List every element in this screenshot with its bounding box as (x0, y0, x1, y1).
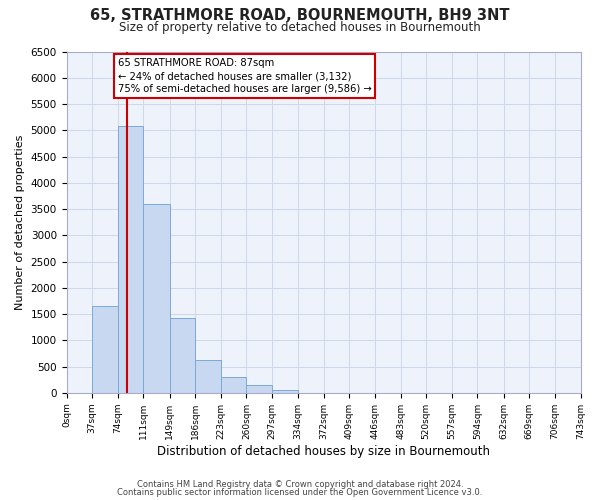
Bar (272, 390, 298, 393)
Bar (221, 377, 247, 393)
X-axis label: Distribution of detached houses by size in Bournemouth: Distribution of detached houses by size … (157, 444, 490, 458)
Y-axis label: Number of detached properties: Number of detached properties (15, 134, 25, 310)
Text: 65 STRATHMORE ROAD: 87sqm
← 24% of detached houses are smaller (3,132)
75% of se: 65 STRATHMORE ROAD: 87sqm ← 24% of detac… (118, 58, 371, 94)
Text: Size of property relative to detached houses in Bournemouth: Size of property relative to detached ho… (119, 22, 481, 35)
Bar (195, 360, 221, 393)
Text: 65, STRATHMORE ROAD, BOURNEMOUTH, BH9 3NT: 65, STRATHMORE ROAD, BOURNEMOUTH, BH9 3N… (90, 8, 510, 22)
Text: Contains public sector information licensed under the Open Government Licence v3: Contains public sector information licen… (118, 488, 482, 497)
Bar (143, 204, 170, 393)
Bar (247, 385, 272, 393)
Bar (170, 318, 195, 393)
Bar (118, 126, 143, 393)
Bar (92, 306, 118, 393)
Text: Contains HM Land Registry data © Crown copyright and database right 2024.: Contains HM Land Registry data © Crown c… (137, 480, 463, 489)
